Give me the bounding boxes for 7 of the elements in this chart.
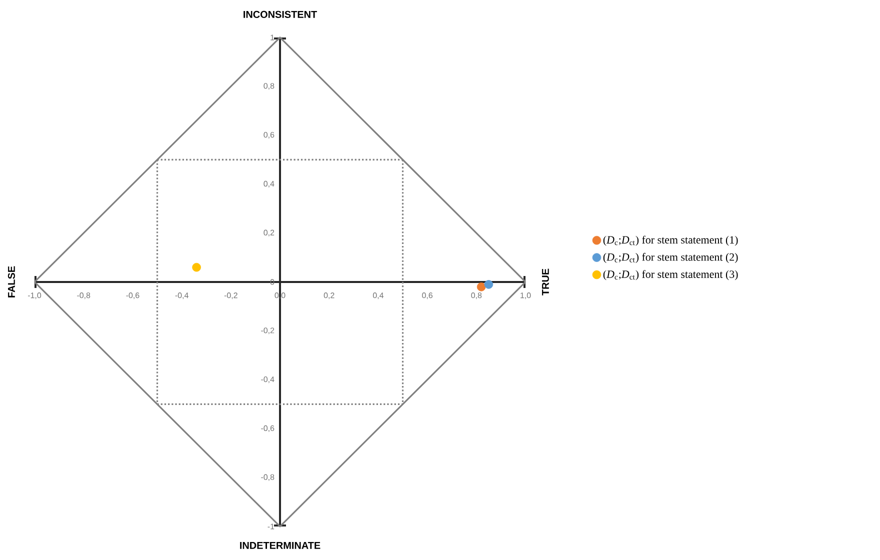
annotation: INCONSISTENT <box>244 10 317 18</box>
annotation: INDETERMINATE <box>240 542 320 549</box>
legend-label: (D$_{c}$;D$_{ct}$) for stem statement (2) <box>603 252 738 263</box>
legend-label: (D$_{c}$;D$_{ct}$) for stem statement (1) <box>603 236 738 246</box>
legend-label: (D$_{c}$;D$_{ct}$) for stem statement (3) <box>603 270 738 280</box>
annotation: TRUE <box>542 268 549 296</box>
annotation: FALSE <box>8 266 15 298</box>
